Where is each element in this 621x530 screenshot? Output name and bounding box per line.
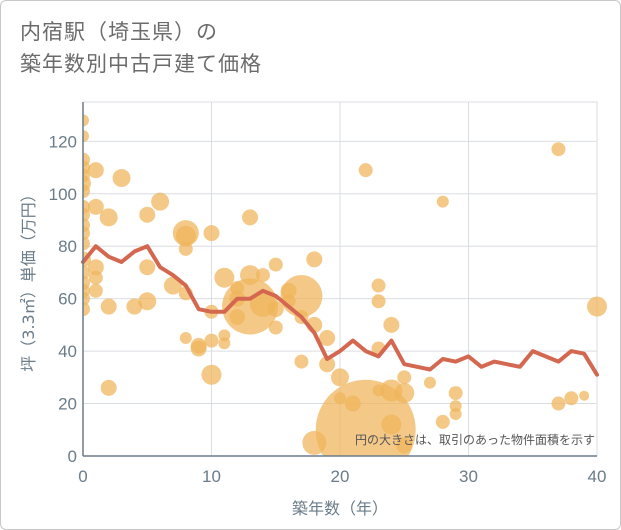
bubble-size-note: 円の大きさは、取引のあった物件面積を示す xyxy=(355,432,595,447)
x-tick-label: 20 xyxy=(331,467,350,486)
y-tick-label: 120 xyxy=(49,132,77,151)
y-tick-label: 0 xyxy=(68,447,77,466)
bubble-point xyxy=(587,296,607,317)
bubble-point xyxy=(179,332,192,344)
x-tick-label: 0 xyxy=(78,467,87,486)
bubble-point xyxy=(112,169,131,188)
bubble-point xyxy=(214,267,235,288)
bubble-point xyxy=(381,414,402,435)
bubble-point xyxy=(448,386,463,401)
bubble-point xyxy=(83,226,90,241)
bubble-point xyxy=(88,270,103,285)
x-axis-title: 築年数（年） xyxy=(292,499,388,518)
bubble-point xyxy=(397,370,412,385)
bubble-point xyxy=(551,396,566,411)
bubble-point xyxy=(83,114,89,127)
bubble-series xyxy=(83,114,607,456)
bubble-point xyxy=(383,316,400,333)
bubble-point xyxy=(100,379,117,396)
y-tick-label: 80 xyxy=(58,237,77,256)
bubble-point xyxy=(83,302,90,317)
y-tick-label: 40 xyxy=(58,342,77,361)
bubble-point xyxy=(268,257,283,272)
bubble-point xyxy=(267,301,284,318)
bubble-point xyxy=(579,390,590,401)
x-tick-label: 30 xyxy=(459,467,478,486)
bubble-point xyxy=(204,333,219,348)
bubble-point xyxy=(564,391,579,406)
bubble-point xyxy=(151,192,170,211)
bubble-point xyxy=(449,408,462,421)
bubble-point xyxy=(294,354,309,369)
bubble-point xyxy=(175,225,196,246)
bubble-point xyxy=(178,241,193,256)
average-line xyxy=(81,244,599,377)
bubble-point xyxy=(394,383,415,404)
bubble-point xyxy=(138,292,157,311)
bubble-point xyxy=(83,236,90,251)
bubble-point xyxy=(358,163,373,178)
bubble-point xyxy=(87,198,104,215)
bubble-point xyxy=(87,162,104,179)
bubble-point xyxy=(99,208,118,227)
bubble-point xyxy=(396,437,413,454)
bubble-point xyxy=(242,209,259,226)
bubble-point xyxy=(87,259,104,276)
bubble-point xyxy=(83,291,90,306)
bubble-point xyxy=(83,130,89,143)
chart-title-line-1: 内宿駅（埼玉県）の xyxy=(20,20,218,44)
bubble-point xyxy=(83,184,90,199)
bubble-point xyxy=(436,195,449,208)
chart-title: 内宿駅（埼玉県）の 築年数別中古戸建て価格 xyxy=(20,16,262,80)
bubble-point xyxy=(100,298,117,315)
bubble-point xyxy=(371,278,386,293)
bubble-point xyxy=(139,206,156,223)
bubble-point xyxy=(319,356,336,373)
bubble-point xyxy=(331,368,349,387)
bubble-point xyxy=(139,259,156,276)
bubble-point xyxy=(88,283,103,298)
y-tick-label: 20 xyxy=(58,395,77,414)
bubble-point xyxy=(218,337,231,350)
bubble-point xyxy=(201,364,222,385)
bubble-point xyxy=(319,330,336,346)
y-axis-title: 坪（3.3㎡）単価（万円） xyxy=(19,186,38,371)
bubble-point xyxy=(255,268,270,283)
axes: 0 10 20 30 40 0 20 40 60 80 100 120 xyxy=(49,102,607,486)
bubble-point xyxy=(423,376,436,389)
chart-title-line-2: 築年数別中古戸建て価格 xyxy=(20,52,262,76)
y-tick-label: 60 xyxy=(58,290,77,309)
bubble-point xyxy=(371,294,386,309)
bubble-point xyxy=(306,251,323,268)
bubble-point xyxy=(551,142,566,157)
bubble-point xyxy=(203,225,220,242)
bubble-point xyxy=(435,414,450,429)
average-line-series xyxy=(81,244,599,377)
bubble-point xyxy=(190,340,207,357)
x-tick-label: 10 xyxy=(202,467,221,486)
bubble-point xyxy=(83,207,90,222)
x-tick-label: 40 xyxy=(588,467,607,486)
y-tick-label: 100 xyxy=(49,185,77,204)
bubble-point xyxy=(268,320,283,335)
